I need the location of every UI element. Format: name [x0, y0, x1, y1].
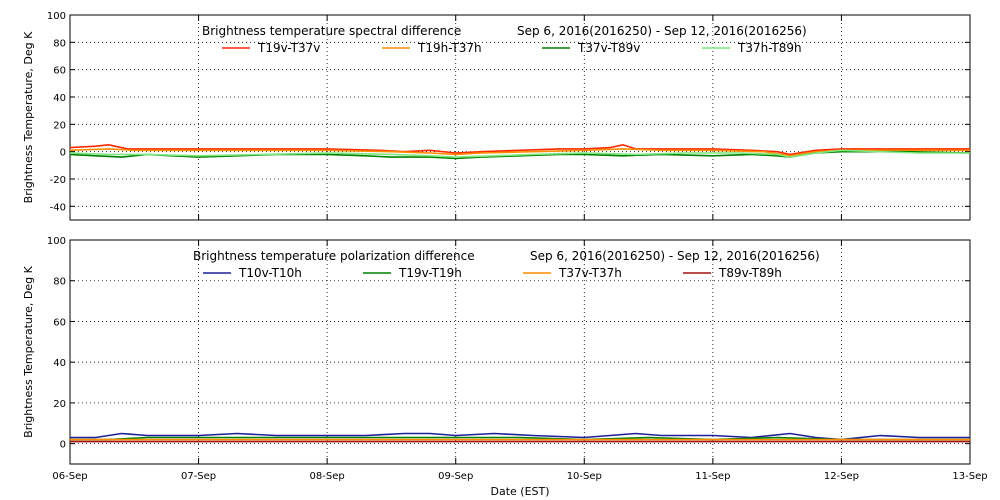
series-line — [70, 432, 970, 441]
grid-lines — [70, 239, 970, 464]
y-tick-label: -40 — [50, 202, 66, 213]
legend: T10v-T10h T19v-T19h T37v-T37h T89v-T89h — [203, 266, 782, 280]
x-tick-label: 11-Sep — [695, 471, 730, 482]
legend-label: T37v-T37h — [558, 266, 622, 280]
legend-label: T19v-T37v — [257, 41, 320, 55]
y-axis-ticks: -40 -20 0 20 40 60 80 100 — [47, 11, 970, 213]
y-tick-label: 20 — [53, 120, 66, 131]
spectral-difference-panel: -40 -20 0 20 40 60 80 100 Brightness temperatur… — [22, 11, 971, 221]
x-tick-label: 07-Sep — [181, 471, 216, 482]
legend-label: T19v-T19h — [398, 266, 462, 280]
x-axis-ticks: 06-Sep 07-Sep 08-Sep 09-Sep 10-Sep 11-Sep 12-S… — [52, 240, 988, 482]
series-line — [70, 436, 970, 441]
x-axis-ticks — [69, 15, 971, 220]
x-tick-label: 10-Sep — [567, 471, 602, 482]
plot-frame — [69, 14, 971, 221]
x-tick-label: 13-Sep — [952, 471, 987, 482]
y-tick-label: 60 — [53, 317, 66, 328]
y-tick-label: 80 — [53, 277, 66, 288]
y-tick-label: 40 — [53, 358, 66, 369]
series-line — [69, 143, 970, 156]
y-tick-label: 100 — [47, 11, 66, 22]
series-lines — [69, 143, 971, 160]
x-tick-label: 12-Sep — [824, 471, 859, 482]
y-tick-label: -20 — [50, 175, 66, 186]
chart-date-range: Sep 6, 2016(2016250) - Sep 12, 2016(2016… — [517, 24, 807, 38]
y-axis-ticks: 0 20 40 60 80 100 — [47, 236, 970, 451]
y-tick-label: 20 — [53, 399, 66, 410]
legend-label: T89v-T89h — [718, 266, 782, 280]
legend: T19v-T37v T19h-T37h T37v-T89v T37h-T89h — [222, 41, 802, 55]
chart-title: Brightness temperature polarization diff… — [193, 249, 475, 263]
chart-title: Brightness temperature spectral differen… — [202, 24, 461, 38]
legend-label: T37v-T89v — [577, 41, 640, 55]
x-tick-label: 08-Sep — [310, 471, 345, 482]
legend-label: T19h-T37h — [417, 41, 482, 55]
x-tick-label: 06-Sep — [52, 471, 87, 482]
x-tick-label: 09-Sep — [438, 471, 473, 482]
y-tick-label: 100 — [47, 236, 66, 247]
series-line — [69, 149, 970, 158]
legend-label: T37h-T89h — [737, 41, 802, 55]
series-lines — [70, 432, 970, 443]
legend-label: T10v-T10h — [238, 266, 302, 280]
series-line — [69, 148, 970, 157]
y-axis-label: Brightness Temperature, Deg K — [22, 31, 35, 203]
y-tick-label: 0 — [60, 148, 66, 159]
y-tick-label: 0 — [60, 440, 66, 451]
y-axis-label: Brightness Temperature, Deg K — [22, 265, 35, 437]
y-tick-label: 80 — [53, 38, 66, 49]
polarization-difference-panel: 0 20 40 60 80 100 06-Sep 07-Sep 08-Sep 09-Sep 10-… — [22, 236, 988, 498]
y-tick-label: 60 — [53, 66, 66, 77]
chart-date-range: Sep 6, 2016(2016250) - Sep 12, 2016(2016… — [530, 249, 820, 263]
grid-lines — [70, 14, 970, 220]
y-tick-label: 40 — [53, 93, 66, 104]
plot-frame — [69, 239, 971, 465]
x-axis-label: Date (EST) — [490, 485, 549, 498]
